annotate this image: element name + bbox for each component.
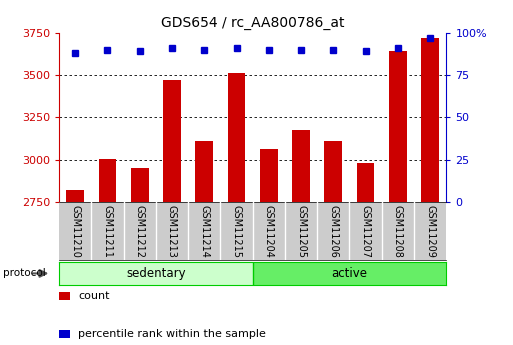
Bar (131, 168, 149, 202)
Bar (163, 80, 181, 202)
Text: GSM11209: GSM11209 (425, 205, 435, 258)
Bar (324, 141, 342, 202)
Bar (292, 130, 310, 202)
Text: GSM11212: GSM11212 (135, 205, 145, 258)
Bar (98, 159, 116, 202)
Bar (195, 141, 213, 202)
Bar (389, 51, 407, 202)
Title: GDS654 / rc_AA800786_at: GDS654 / rc_AA800786_at (161, 16, 344, 30)
Text: sedentary: sedentary (126, 267, 186, 280)
Text: GSM11208: GSM11208 (393, 205, 403, 258)
Bar (252, 262, 446, 285)
Text: GSM11205: GSM11205 (296, 205, 306, 258)
Text: GSM11215: GSM11215 (231, 205, 242, 258)
Bar (66, 190, 84, 202)
Text: GSM11211: GSM11211 (103, 205, 112, 258)
Text: GSM11207: GSM11207 (361, 205, 370, 258)
Text: percentile rank within the sample: percentile rank within the sample (78, 329, 266, 339)
Bar (260, 149, 278, 202)
Text: active: active (331, 267, 367, 280)
Text: protocol: protocol (3, 268, 45, 278)
Text: GSM11206: GSM11206 (328, 205, 339, 258)
Text: GSM11204: GSM11204 (264, 205, 274, 258)
Text: GSM11214: GSM11214 (199, 205, 209, 258)
Text: count: count (78, 291, 109, 301)
Bar (228, 73, 245, 202)
Bar (421, 38, 439, 202)
Bar (59, 262, 252, 285)
Text: GSM11210: GSM11210 (70, 205, 80, 258)
Text: GSM11213: GSM11213 (167, 205, 177, 258)
Bar (357, 163, 374, 202)
